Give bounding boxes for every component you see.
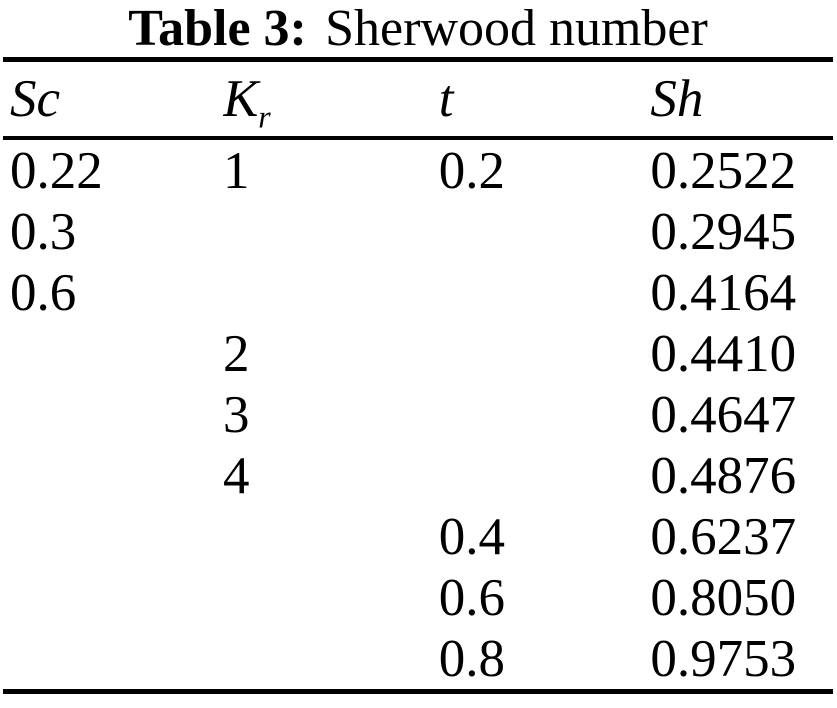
- table-cell: 0.4164: [650, 263, 797, 322]
- table-cell: [3, 628, 223, 692]
- table-cell: 0.6: [438, 568, 505, 627]
- table-caption: Table 3: Sherwood number: [3, 0, 833, 57]
- table-cell: 0.6: [10, 263, 77, 322]
- table-row: 2 0.4410: [3, 323, 833, 384]
- col-header-t-label: t: [438, 70, 454, 128]
- table-row: 0.22 1 0.2 0.2522: [3, 138, 833, 201]
- table-cell: [223, 628, 439, 692]
- table-row: 0.4 0.6237: [3, 506, 833, 567]
- col-header-kr-label: K: [222, 70, 259, 128]
- table-cell: [3, 323, 223, 384]
- col-header-t: t: [438, 59, 651, 140]
- table-cell: 0.4647: [650, 385, 797, 444]
- table-cell: 0.2522: [650, 141, 797, 200]
- table-cell: 0.4876: [650, 446, 797, 505]
- table-cell: [439, 445, 651, 506]
- table-cell: [223, 262, 439, 323]
- table-row: 0.6 0.8050: [3, 567, 833, 628]
- table-cell: 0.4: [438, 507, 505, 566]
- table-cell: [3, 445, 223, 506]
- table-cell: [439, 201, 651, 262]
- table-cell: 0.2945: [650, 202, 797, 261]
- table-caption-label: Table 3:: [128, 0, 307, 57]
- table-cell: 0.8050: [650, 568, 797, 627]
- table-cell: [439, 384, 651, 445]
- col-header-sh: Sh: [650, 59, 833, 140]
- table-cell: [223, 506, 439, 567]
- col-header-kr-sub: r: [258, 99, 271, 135]
- col-header-sc: Sc: [3, 59, 223, 140]
- table-cell: 2: [222, 324, 250, 383]
- table-cell: 0.3: [10, 202, 77, 261]
- col-header-sc-label: Sc: [10, 70, 61, 128]
- table-row: 3 0.4647: [3, 384, 833, 445]
- table-cell: 0.6237: [650, 507, 797, 566]
- table-row: 4 0.4876: [3, 445, 833, 506]
- table-row: 0.8 0.9753: [3, 628, 833, 692]
- table-cell: 0.22: [10, 141, 103, 200]
- table-cell: [3, 506, 223, 567]
- header-row: Sc Kr t Sh: [3, 59, 833, 140]
- table-row: 0.6 0.4164: [3, 262, 833, 323]
- col-header-sh-label: Sh: [650, 70, 704, 128]
- table-cell: [439, 323, 651, 384]
- sherwood-number-table: Sc Kr t Sh 0.22 1 0.2 0.2522 0.3 0.2945 …: [3, 57, 833, 694]
- table-cell: [3, 384, 223, 445]
- table-cell: 0.4410: [650, 324, 797, 383]
- table-cell: [223, 567, 439, 628]
- table-cell: 0.2: [438, 141, 505, 200]
- table-cell: [439, 262, 651, 323]
- table-row: 0.3 0.2945: [3, 201, 833, 262]
- table-cell: 4: [222, 446, 250, 505]
- table-caption-title: Sherwood number: [325, 0, 708, 57]
- table-cell: 3: [222, 385, 250, 444]
- table-cell: 0.8: [438, 629, 505, 688]
- col-header-kr: Kr: [222, 59, 439, 140]
- table-cell: [3, 567, 223, 628]
- table-cell: [223, 201, 439, 262]
- table-cell: 0.9753: [650, 629, 797, 688]
- table-cell: 1: [222, 141, 250, 200]
